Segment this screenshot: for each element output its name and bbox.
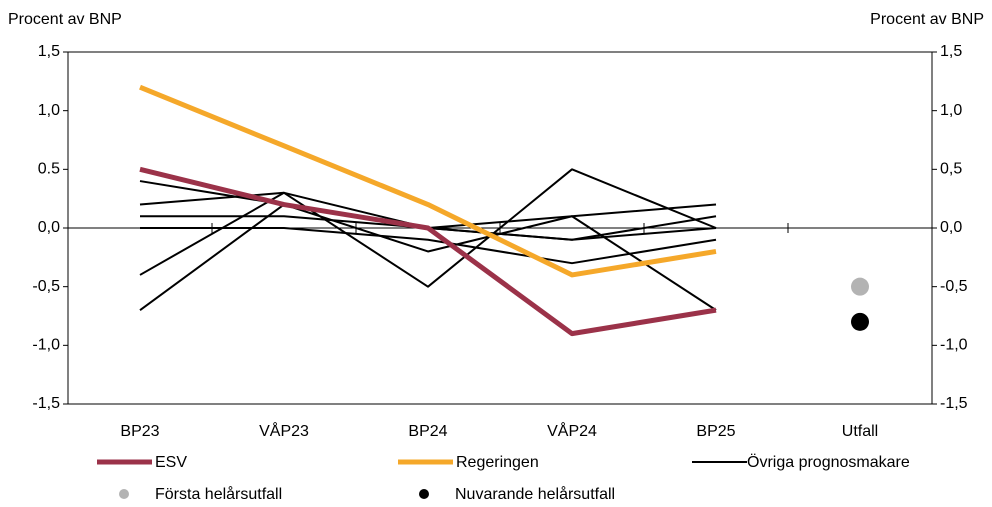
y2-tick-label: -0,5 xyxy=(940,278,968,295)
legend-label: Övriga prognosmakare xyxy=(747,453,910,471)
x-tick-label: VÅP23 xyxy=(259,421,309,440)
y-tick-label: 1,0 xyxy=(38,102,60,119)
series-line xyxy=(139,168,717,288)
y-tick-label: 1,5 xyxy=(38,43,60,60)
outcome-point xyxy=(851,277,869,296)
y2-tick-label: 0,5 xyxy=(940,161,962,178)
y2-tick-label: 1,0 xyxy=(940,102,962,119)
y-tick-label: -1,5 xyxy=(32,395,60,412)
y2-tick-label: 1,5 xyxy=(940,43,962,60)
legend-label: Nuvarande helårsutfall xyxy=(455,485,615,503)
y-tick-label: 0,0 xyxy=(38,219,60,236)
x-tick-label: BP24 xyxy=(408,423,447,440)
legend-label: Regeringen xyxy=(456,454,539,471)
legend-marker xyxy=(419,489,429,499)
x-tick-label: Utfall xyxy=(842,423,878,440)
y-tick-label: -0,5 xyxy=(32,278,60,295)
y2-tick-label: -1,0 xyxy=(940,337,968,354)
x-tick-label: VÅP24 xyxy=(547,421,597,440)
series-line xyxy=(140,227,717,265)
y-axis-label: Procent av BNP xyxy=(8,11,122,28)
series-line xyxy=(140,203,717,229)
outcome-point xyxy=(851,312,869,331)
series-line xyxy=(139,203,717,311)
legend-label: ESV xyxy=(155,454,187,471)
y2-axis-label: Procent av BNP xyxy=(870,11,984,28)
series-line xyxy=(139,84,717,278)
y2-tick-label: 0,0 xyxy=(940,219,962,236)
y-tick-label: -1,0 xyxy=(32,337,60,354)
legend-label: Första helårsutfall xyxy=(155,485,282,503)
y2-tick-label: -1,5 xyxy=(940,395,968,412)
x-tick-label: BP25 xyxy=(696,423,735,440)
y-tick-label: 0.5 xyxy=(38,161,60,178)
legend-marker xyxy=(119,489,129,499)
x-tick-label: BP23 xyxy=(120,423,159,440)
series-line xyxy=(139,166,717,337)
